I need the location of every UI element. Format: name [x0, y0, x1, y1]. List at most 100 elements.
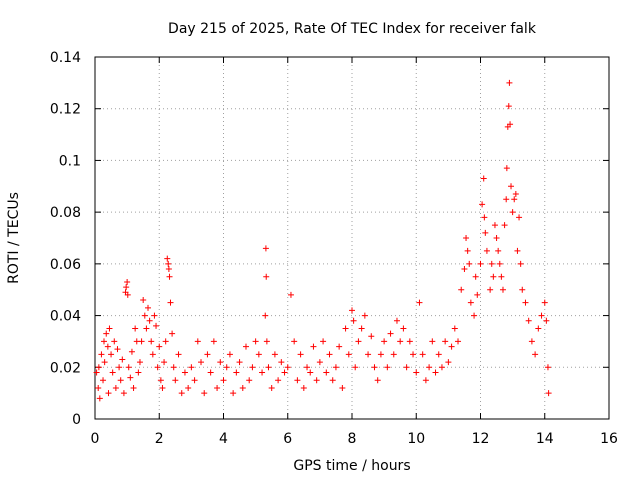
data-point: [117, 377, 124, 384]
data-point: [123, 284, 130, 291]
data-point: [525, 317, 532, 324]
data-point: [101, 359, 108, 366]
data-point: [108, 351, 115, 358]
data-point: [541, 299, 548, 306]
data-point: [458, 286, 465, 293]
data-point: [445, 359, 452, 366]
data-point: [130, 384, 137, 391]
data-point: [528, 338, 535, 345]
data-point: [95, 364, 102, 371]
data-point: [522, 299, 529, 306]
data-point: [214, 384, 221, 391]
data-point: [442, 338, 449, 345]
data-point: [138, 338, 145, 345]
data-point: [125, 364, 132, 371]
data-point: [461, 266, 468, 273]
data-point: [294, 377, 301, 384]
y-tick-label: 0.14: [50, 50, 81, 66]
data-point: [463, 235, 470, 241]
data-point: [136, 359, 143, 366]
data-point: [201, 390, 208, 397]
data-point: [419, 351, 426, 358]
data-point: [220, 377, 227, 384]
data-point: [479, 201, 486, 208]
data-point: [249, 364, 256, 371]
data-point: [503, 165, 510, 172]
data-point: [281, 369, 288, 376]
data-point: [116, 364, 123, 371]
data-point: [252, 338, 259, 345]
data-point: [365, 351, 372, 358]
axis-ticks: [94, 56, 610, 420]
data-point: [532, 351, 539, 358]
data-point: [271, 351, 278, 358]
data-point: [239, 384, 246, 391]
data-point: [387, 330, 394, 337]
data-point: [512, 191, 519, 198]
data-point: [230, 390, 237, 397]
data-point: [162, 338, 169, 345]
data-point: [105, 390, 112, 397]
data-point: [255, 351, 262, 358]
data-point: [432, 369, 439, 376]
data-point: [410, 351, 417, 358]
data-point: [508, 183, 515, 190]
data-point: [210, 338, 217, 345]
data-point: [471, 312, 478, 319]
data-point: [100, 338, 107, 345]
data-point: [140, 297, 147, 304]
data-point: [112, 384, 119, 391]
data-point: [165, 266, 172, 273]
data-point: [104, 343, 111, 350]
data-point: [111, 338, 118, 345]
data-point: [466, 260, 473, 267]
data-point: [175, 351, 182, 358]
data-point: [339, 384, 346, 391]
data-point: [223, 364, 230, 371]
data-point: [329, 377, 336, 384]
y-tick-labels: 0 0.02 0.04 0.06 0.08 0.1 0.12 0.14: [50, 50, 81, 428]
x-tick-label: 2: [155, 431, 164, 447]
data-point: [332, 364, 339, 371]
data-point: [316, 359, 323, 366]
data-point: [149, 351, 156, 358]
data-point: [517, 260, 524, 267]
data-point: [262, 312, 269, 319]
data-point: [514, 247, 521, 254]
data-point: [304, 364, 311, 371]
data-point: [422, 377, 429, 384]
data-point: [535, 325, 542, 332]
x-tick-label: 14: [536, 431, 554, 447]
data-point: [313, 377, 320, 384]
data-point: [124, 278, 131, 285]
y-tick-label: 0: [72, 412, 81, 428]
data-point: [493, 235, 500, 241]
x-tick-label: 10: [407, 431, 425, 447]
data-point: [451, 325, 458, 332]
data-point: [323, 369, 330, 376]
data-point: [426, 364, 433, 371]
data-point: [95, 384, 102, 391]
data-point: [307, 369, 314, 376]
data-point: [157, 377, 164, 384]
y-tick-label: 0.02: [50, 360, 81, 376]
data-point: [429, 338, 436, 345]
data-point: [132, 325, 139, 332]
x-tick-label: 16: [600, 431, 618, 447]
data-point: [361, 312, 368, 319]
data-point: [170, 364, 177, 371]
data-point: [487, 286, 494, 293]
data-point: [259, 369, 266, 376]
data-point: [488, 260, 495, 267]
data-point: [397, 338, 404, 345]
data-point: [154, 364, 161, 371]
data-point: [242, 343, 249, 350]
data-point: [509, 209, 516, 216]
data-point: [181, 369, 188, 376]
chart-title: Day 215 of 2025, Rate Of TEC Index for r…: [168, 21, 537, 37]
data-point: [148, 338, 155, 345]
data-point: [464, 247, 471, 254]
data-point: [320, 338, 327, 345]
y-tick-label: 0.06: [50, 257, 81, 273]
